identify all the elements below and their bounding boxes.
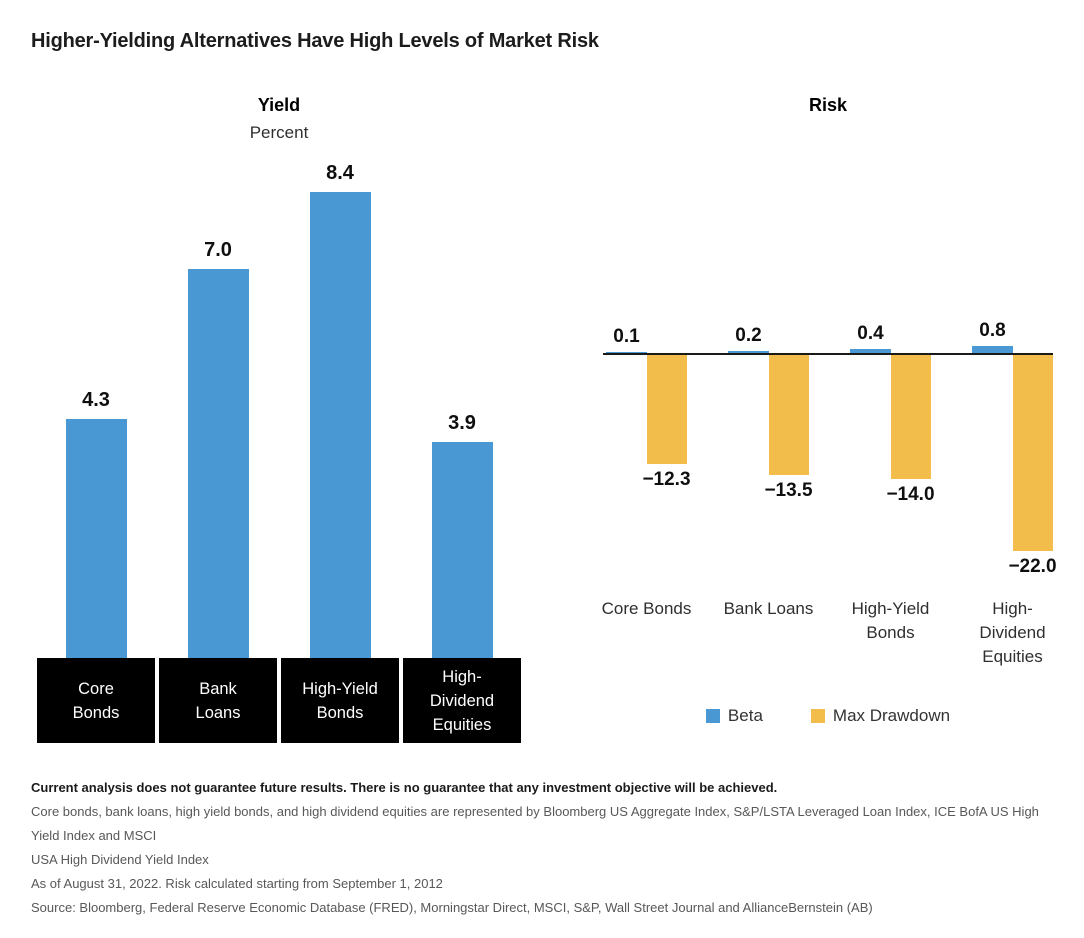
- yield-column: 8.4 High-Yield Bonds: [281, 155, 399, 743]
- legend-label: Beta: [727, 706, 763, 725]
- yield-value-label: 4.3: [82, 389, 110, 411]
- yield-chart: Yield Percent 4.3 Core Bonds 7.0 Bank Loans…: [37, 95, 521, 743]
- legend-label: Max Drawdown: [832, 706, 951, 725]
- yield-bar: [187, 269, 249, 658]
- legend-item-max-drawdown: Max Drawdown: [810, 706, 951, 726]
- page-title: Higher-Yielding Alternatives Have High L…: [31, 30, 599, 52]
- yield-category-box: High-Yield Bonds: [281, 658, 399, 743]
- legend-swatch-icon: [810, 709, 825, 723]
- yield-chart-title: Yield: [257, 95, 301, 115]
- legend-item-beta: Beta: [705, 706, 763, 726]
- risk-drawdown-value-label: −13.5: [764, 480, 813, 501]
- yield-column: 7.0 Bank Loans: [159, 155, 277, 743]
- risk-category-label: High- Dividend Equities: [979, 599, 1046, 666]
- risk-chart-header: Risk: [603, 95, 1053, 116]
- yield-column: 3.9 High- Dividend Equities: [403, 155, 521, 743]
- yield-value-label: 8.4: [326, 162, 354, 184]
- risk-drawdown-value-label: −12.3: [642, 469, 691, 490]
- yield-chart-subtitle: Percent: [249, 123, 309, 142]
- risk-drawdown-value-label: −22.0: [1008, 556, 1057, 577]
- footnote-as-of: As of August 31, 2022. Risk calculated s…: [31, 876, 443, 891]
- risk-category-label: Bank Loans: [723, 599, 814, 618]
- risk-category-label: High-Yield Bonds: [851, 599, 930, 642]
- yield-category-box: Core Bonds: [37, 658, 155, 743]
- risk-beta-value-label: 0.8: [979, 320, 1006, 341]
- yield-bar: [65, 419, 127, 658]
- yield-column: 4.3 Core Bonds: [37, 155, 155, 743]
- zero-axis-line: [603, 353, 1053, 355]
- yield-bar: [431, 442, 493, 658]
- legend-swatch-icon: [705, 709, 720, 723]
- risk-beta-bar: [728, 351, 769, 353]
- risk-beta-value-label: 0.2: [735, 325, 762, 346]
- yield-chart-header: Yield Percent: [37, 95, 521, 143]
- risk-beta-value-label: 0.4: [857, 323, 884, 344]
- risk-drawdown-bar: [768, 353, 809, 475]
- risk-drawdown-bar: [1012, 353, 1053, 551]
- yield-category-box: High- Dividend Equities: [403, 658, 521, 743]
- risk-drawdown-bar: [890, 353, 931, 479]
- footnote-disclaimer: Current analysis does not guarantee futu…: [31, 780, 778, 795]
- risk-legend: Beta Max Drawdown: [603, 706, 1053, 726]
- risk-chart-title: Risk: [808, 95, 848, 115]
- risk-drawdown-bar: [646, 353, 687, 464]
- yield-bar: [309, 192, 371, 658]
- footnote-representation: Core bonds, bank loans, high yield bonds…: [31, 804, 1039, 867]
- risk-beta-value-label: 0.1: [613, 326, 640, 347]
- risk-drawdown-value-label: −14.0: [886, 484, 935, 505]
- risk-beta-bar: [606, 352, 647, 353]
- risk-beta-bar: [850, 349, 891, 353]
- yield-category-box: Bank Loans: [159, 658, 277, 743]
- footnote-source: Source: Bloomberg, Federal Reserve Econo…: [31, 900, 873, 915]
- risk-beta-bar: [972, 346, 1013, 353]
- risk-category-label: Core Bonds: [601, 599, 692, 618]
- footnotes: Current analysis does not guarantee futu…: [31, 776, 1063, 920]
- yield-value-label: 7.0: [204, 239, 232, 261]
- risk-chart: Risk 0.1 −12.3 Core Bonds 0.2 −13.5 Bank Loan…: [602, 95, 1057, 743]
- yield-value-label: 3.9: [448, 412, 476, 434]
